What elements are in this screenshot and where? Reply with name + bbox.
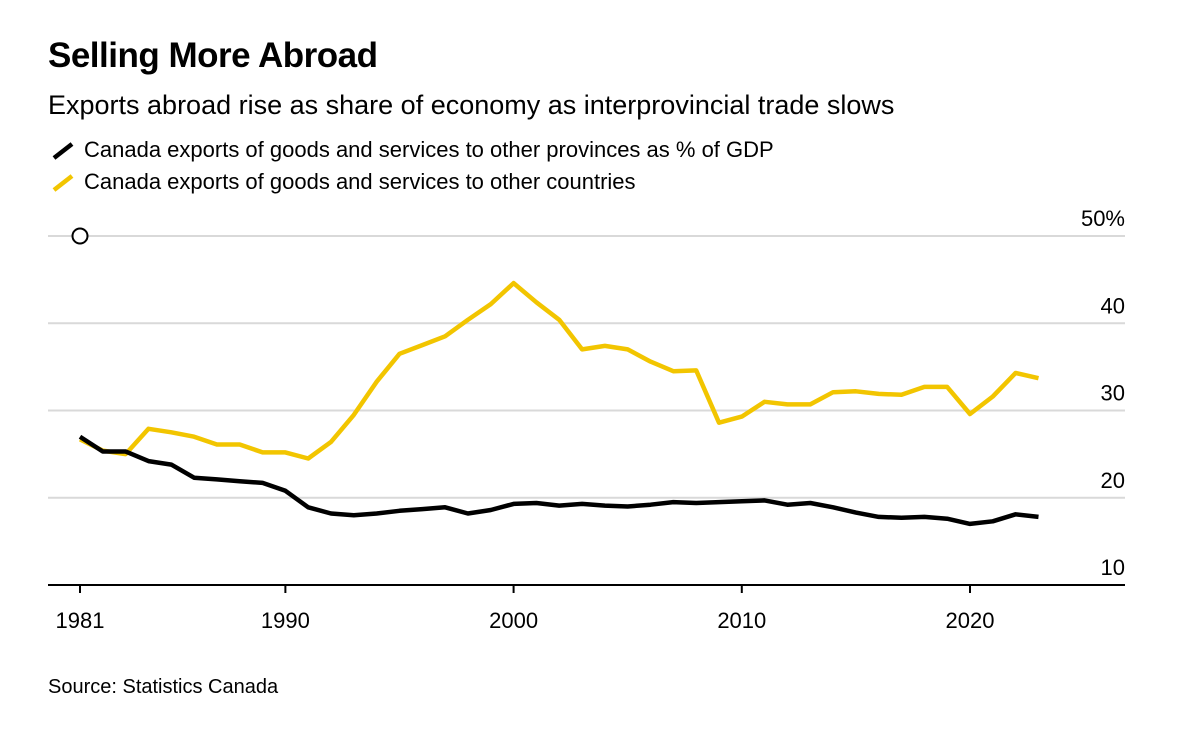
x-tick-label-2010: 2010 — [717, 608, 766, 633]
y-tick-label-10: 10 — [1101, 555, 1125, 580]
y-tick-label-50: 50% — [1081, 206, 1125, 231]
chart-title: Selling More Abroad — [48, 36, 378, 75]
x-tick-label-1981: 1981 — [56, 608, 105, 633]
series-line-provinces — [78, 434, 1039, 527]
annotations — [71, 227, 89, 245]
series-lines — [78, 280, 1039, 527]
x-axis — [48, 584, 1125, 593]
legend-item-countries: Canada exports of goods and services to … — [48, 166, 774, 198]
series-line-countries — [79, 280, 1039, 461]
x-tick-label-1990: 1990 — [261, 608, 310, 633]
legend-label-countries: Canada exports of goods and services to … — [84, 169, 636, 194]
y-tick-label-20: 20 — [1101, 468, 1125, 493]
y-tick-label-40: 40 — [1101, 293, 1125, 318]
chart-subtitle: Exports abroad rise as share of economy … — [48, 90, 895, 120]
x-tick-label-2020: 2020 — [946, 608, 995, 633]
source-note: Source: Statistics Canada — [48, 676, 279, 698]
gridlines — [48, 235, 1125, 499]
legend-swatch-provinces — [52, 142, 74, 160]
chart-legend: Canada exports of goods and services to … — [48, 134, 774, 198]
x-axis-labels: 1981 1990 2000 2010 2020 — [56, 608, 995, 633]
y-axis-labels: 10 20 30 40 50% — [1081, 206, 1125, 580]
x-tick-label-2000: 2000 — [489, 608, 538, 633]
legend-swatch-countries — [52, 174, 74, 192]
circle-marker-0 — [71, 227, 89, 245]
y-tick-label-30: 30 — [1101, 381, 1125, 406]
legend-label-provinces: Canada exports of goods and services to … — [84, 137, 774, 162]
legend-item-provinces: Canada exports of goods and services to … — [48, 134, 774, 166]
